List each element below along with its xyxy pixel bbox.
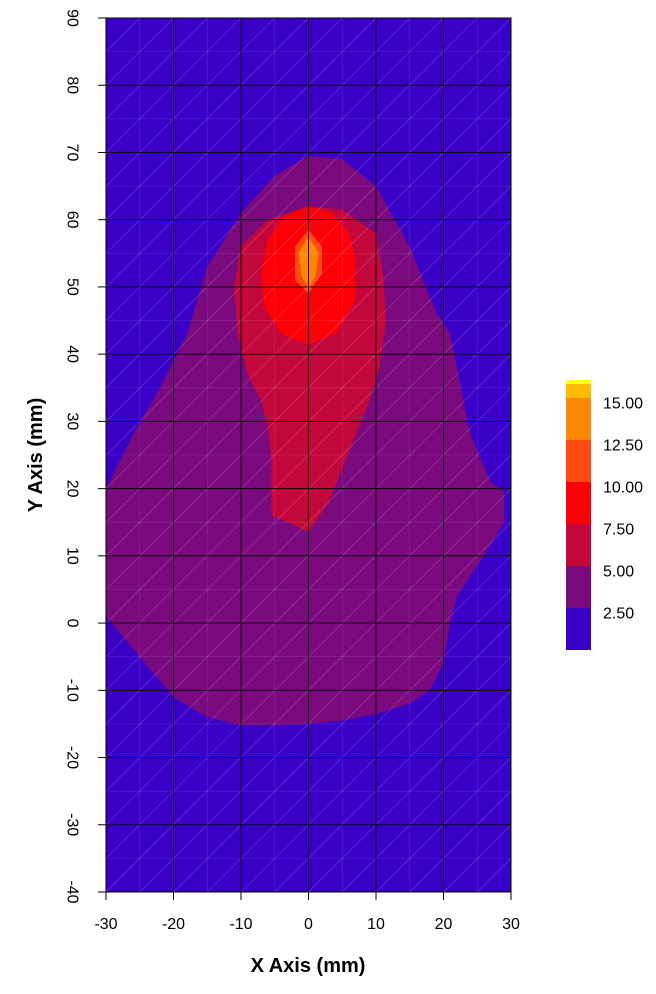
x-tick-label: -10 [229,916,252,933]
y-tick-label: 10 [64,547,81,565]
x-tick-label: 20 [435,916,453,933]
y-tick-label: 20 [64,480,81,498]
legend-swatch-5 [566,398,591,440]
legend-label-4: 12.50 [603,438,643,455]
x-tick-label: -20 [162,916,185,933]
legend-label-5: 15.00 [603,396,643,413]
legend-swatch-2 [566,524,591,566]
legend-swatch-1 [566,566,591,608]
y-axis-title: Y Axis (mm) [25,398,47,512]
y-axis-ticks: -40 -30 -20 -10 0 10 20 30 40 50 60 70 80 90 [64,9,106,904]
legend-swatch-4 [566,440,591,482]
legend-swatch-0 [566,608,591,650]
x-tick-label: 0 [304,916,313,933]
grid-lines [106,18,511,892]
y-tick-label: 40 [64,345,81,363]
x-tick-label: 30 [502,916,520,933]
legend-swatch-6 [566,384,591,398]
y-tick-label: 50 [64,278,81,296]
y-tick-label: -40 [64,880,81,903]
y-tick-label: -10 [64,679,81,702]
legend-label-2: 7.50 [603,522,634,539]
y-tick-label: 0 [64,619,81,628]
legend-label-1: 5.00 [603,564,634,581]
y-tick-label: 80 [64,76,81,94]
y-tick-label: 60 [64,211,81,229]
x-axis-title: X Axis (mm) [251,955,366,977]
x-tick-label: -30 [94,916,117,933]
x-axis-ticks: -30 -20 -10 0 10 20 30 [94,892,520,933]
y-tick-label: 70 [64,144,81,162]
legend-label-3: 10.00 [603,480,643,497]
legend-swatch-7 [566,380,591,384]
y-tick-label: -30 [64,813,81,836]
y-tick-label: 90 [64,9,81,27]
y-tick-label: 30 [64,412,81,430]
legend-label-0: 2.50 [603,606,634,623]
y-tick-label: -20 [64,746,81,769]
x-tick-label: 10 [367,916,385,933]
legend-swatch-3 [566,482,591,524]
color-legend: 2.50 5.00 7.50 10.00 12.50 15.00 [566,380,643,650]
